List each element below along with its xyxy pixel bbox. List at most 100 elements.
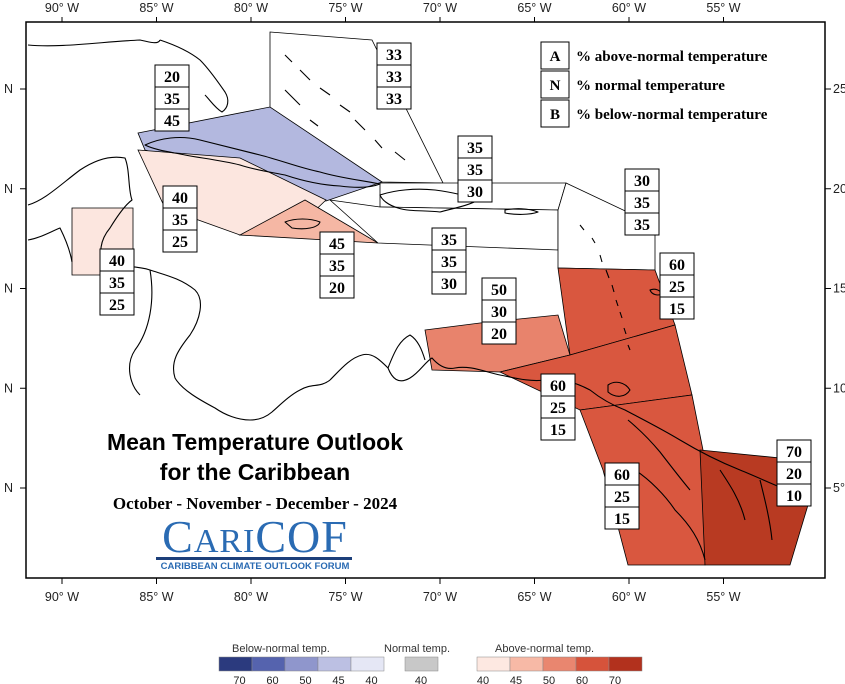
prob-cell — [776, 483, 812, 507]
prob-cell — [659, 296, 695, 320]
prob-box-windwards-barbados: 60 25 15 — [659, 252, 695, 320]
colorbar-below-label: Below-normal temp. — [232, 643, 330, 655]
right-latitude-label: 15° — [833, 282, 845, 296]
key-description: % above-normal temperature — [576, 49, 768, 65]
bottom-longitude-ticks: 90° W 85° W 80° W 75° W 70° W 65° W 60° W 55° W — [45, 578, 741, 604]
colorbar: 70 60 50 45 40 40 40 45 50 60 70 — [218, 656, 643, 684]
colorbar-above-value: 60 — [576, 675, 588, 684]
prob-value-N: 35 — [634, 195, 650, 212]
prob-value-B: 35 — [634, 217, 650, 234]
top-longitude-ticks: 90° W 85° W 80° W 75° W 70° W 65° W 60° W 55° W — [45, 1, 741, 22]
colorbar-normal-value: 40 — [415, 675, 427, 684]
caricof-logo-tagline: CARIBBEAN CLIMATE OUTLOOK FORUM — [160, 561, 350, 572]
prob-value-A: 40 — [172, 190, 188, 207]
map-title-line2: for the Caribbean — [159, 459, 351, 485]
caricof-logo: CARICOF CARIBBEAN CLIMATE OUTLOOK FORUM — [150, 513, 360, 573]
left-latitude-label: N — [4, 182, 13, 196]
prob-value-N: 35 — [109, 275, 125, 292]
prob-value-N: 35 — [441, 254, 457, 271]
colorbar-below-value: 40 — [365, 675, 377, 684]
right-latitude-label: 10° — [833, 381, 845, 395]
prob-value-A: 35 — [441, 232, 457, 249]
colorbar-below-swatch — [251, 656, 286, 672]
left-latitude-label: N — [4, 381, 13, 395]
caricof-logo-underline — [156, 557, 352, 560]
prob-value-N: 20 — [786, 466, 802, 483]
colorbar-above-value: 40 — [477, 675, 489, 684]
top-longitude-label: 85° W — [139, 1, 173, 15]
prob-value-N: 35 — [329, 258, 345, 275]
bottom-longitude-label: 90° W — [45, 590, 79, 604]
prob-value-A: 20 — [164, 69, 180, 86]
colorbar-above-value: 50 — [543, 675, 555, 684]
top-longitude-label: 65° W — [517, 1, 551, 15]
prob-cell — [431, 271, 467, 295]
forecast-period: October - November - December - 2024 — [112, 494, 398, 513]
prob-value-B: 15 — [550, 422, 566, 439]
prob-box-puerto-rico-leewards: 30 35 35 — [624, 168, 660, 236]
prob-box-cayman-jamaica-channel: 40 35 25 — [162, 185, 198, 253]
prob-value-A: 60 — [550, 378, 566, 395]
prob-value-A: 60 — [614, 467, 630, 484]
colorbar-below-value: 70 — [233, 675, 245, 684]
bottom-longitude-label: 55° W — [706, 590, 740, 604]
abn-key: A % above-normal temperature N % normal tem… — [540, 41, 768, 128]
prob-value-A: 35 — [467, 140, 483, 157]
key-letter-box — [540, 99, 570, 128]
prob-value-N: 35 — [164, 91, 180, 108]
prob-value-A: 45 — [329, 236, 345, 253]
prob-box-belize: 40 35 25 — [99, 248, 135, 316]
outlook-regions — [71, 31, 809, 566]
prob-value-B: 15 — [669, 301, 685, 318]
prob-box-hispaniola: 35 35 30 — [431, 227, 467, 295]
prob-cell — [624, 212, 660, 236]
colorbar-below-swatch — [317, 656, 352, 672]
colorbar-above-swatch — [608, 656, 643, 672]
prob-box-cuba: 20 35 45 — [154, 64, 190, 132]
prob-cell — [319, 275, 355, 299]
prob-value-N: 35 — [467, 162, 483, 179]
prob-value-A: 50 — [491, 282, 507, 299]
region-cuba — [137, 106, 383, 202]
prob-box-turks-caicos: 35 35 30 — [457, 135, 493, 203]
prob-value-N: 25 — [669, 279, 685, 296]
prob-value-B: 25 — [109, 297, 125, 314]
top-longitude-label: 90° W — [45, 1, 79, 15]
prob-cell — [376, 86, 412, 110]
left-latitude-label: N — [4, 82, 13, 96]
colorbar-above-swatch — [575, 656, 610, 672]
left-latitude-label: N — [4, 481, 13, 495]
region-bahamas — [269, 31, 444, 184]
colorbar-above-swatch — [542, 656, 577, 672]
prob-value-A: 33 — [386, 47, 402, 64]
bottom-longitude-label: 60° W — [612, 590, 646, 604]
bottom-longitude-label: 65° W — [517, 590, 551, 604]
prob-value-B: 30 — [467, 184, 483, 201]
prob-cell — [540, 417, 576, 441]
prob-value-A: 40 — [109, 253, 125, 270]
prob-box-abc-islands: 50 30 20 — [481, 277, 517, 345]
colorbar-below-swatch — [284, 656, 319, 672]
top-longitude-label: 60° W — [612, 1, 646, 15]
right-latitude-label: 20° — [833, 182, 845, 196]
colorbar-above-swatch — [476, 656, 511, 672]
prob-value-A: 30 — [634, 173, 650, 190]
prob-cell — [457, 179, 493, 203]
colorbar-normal-swatch — [404, 656, 439, 672]
prob-value-B: 25 — [172, 234, 188, 251]
prob-value-B: 33 — [386, 91, 402, 108]
prob-box-bahamas: 33 33 33 — [376, 42, 412, 110]
prob-box-guyana: 60 25 15 — [604, 462, 640, 530]
prob-cell — [481, 321, 517, 345]
caricof-logo-wordmark: CARICOF — [162, 511, 348, 562]
prob-value-N: 33 — [386, 69, 402, 86]
colorbar-below-value: 45 — [332, 675, 344, 684]
prob-box-trinidad-tobago: 60 25 15 — [540, 373, 576, 441]
prob-cell — [154, 108, 190, 132]
prob-cell — [604, 506, 640, 530]
prob-value-B: 20 — [491, 326, 507, 343]
bottom-longitude-label: 70° W — [423, 590, 457, 604]
prob-value-N: 25 — [614, 489, 630, 506]
